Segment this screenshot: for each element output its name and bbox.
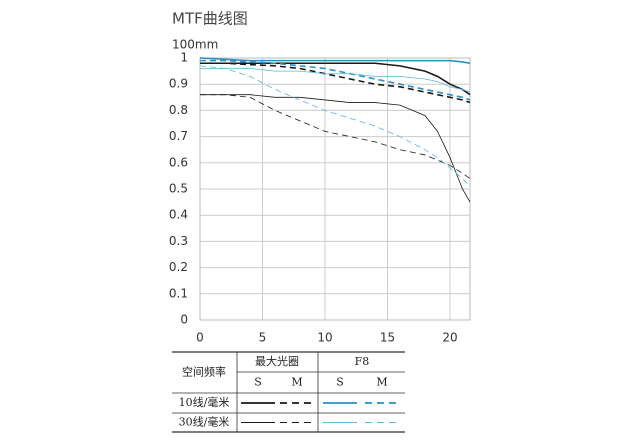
x-tick-label: 5 — [259, 331, 267, 345]
mtf-line — [200, 59, 471, 101]
table-header: 空间频率 — [182, 365, 226, 379]
mtf-line — [200, 94, 471, 203]
plot-frame — [199, 57, 471, 321]
table-group: F8 — [355, 355, 370, 368]
x-tick-label: 15 — [380, 331, 395, 345]
x-tick-label: 10 — [317, 331, 332, 345]
chart-title: MTF曲线图 — [172, 10, 248, 28]
table-row-label: 10线/毫米 — [179, 395, 230, 409]
table-row-label: 30线/毫米 — [179, 415, 230, 429]
mtf-line — [199, 65, 471, 187]
y-tick-label: 0 — [180, 313, 188, 327]
mtf-line — [200, 94, 471, 179]
mtf-line — [200, 62, 471, 104]
y-tick-label: 0.4 — [169, 208, 188, 222]
y-tick-label: 1 — [180, 51, 188, 65]
table-group: 最大光圈 — [255, 354, 299, 368]
table-subheader: M — [291, 376, 302, 389]
y-tick-label: 0.7 — [169, 129, 188, 143]
y-tick-label: 0.3 — [169, 234, 188, 248]
y-tick-label: 0.5 — [169, 182, 188, 196]
table-subheader: S — [254, 376, 262, 389]
table-subheader: M — [376, 376, 387, 389]
x-tick-label: 0 — [196, 331, 204, 345]
x-tick-label: 20 — [442, 331, 457, 345]
y-tick-label: 0.6 — [169, 155, 188, 169]
y-tick-label: 0.9 — [169, 77, 188, 91]
y-tick-label: 0.8 — [169, 103, 188, 117]
y-tick-label: 0.2 — [169, 260, 188, 274]
table-subheader: S — [336, 376, 344, 389]
y-tick-label: 0.1 — [169, 286, 188, 300]
mtf-line — [199, 57, 471, 65]
mtf-line — [200, 68, 471, 93]
mtf-line — [200, 62, 471, 96]
subtitle: 100mm — [172, 38, 218, 52]
